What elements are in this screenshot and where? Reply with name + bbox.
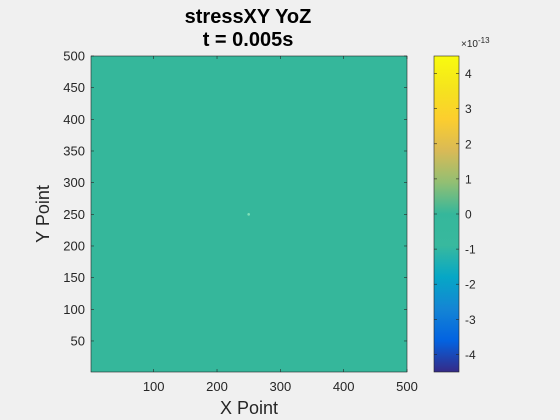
y-tick-label: 200 — [63, 238, 85, 253]
y-tick-label: 250 — [63, 207, 85, 222]
y-tick-label: 350 — [63, 143, 85, 158]
y-axis-label: Y Point — [33, 185, 53, 243]
y-tick-label: 500 — [63, 49, 85, 64]
y-tick-label: 150 — [63, 270, 85, 285]
colorbar-gradient — [433, 55, 460, 373]
y-tick-label: 400 — [63, 112, 85, 127]
colorbar-exponent: ×10-13 — [461, 36, 490, 50]
y-tick-label: 450 — [63, 80, 85, 95]
colorbar-tick-label: 4 — [465, 67, 472, 81]
center-disturbance — [247, 213, 250, 216]
x-tick-label: 300 — [269, 379, 291, 394]
colorbar-tick-label: 1 — [465, 172, 472, 186]
x-axis-ticks: 100 200 300 400 500 — [143, 56, 418, 394]
chart-title-line-1: stressXY YoZ — [185, 6, 312, 28]
x-tick-label: 400 — [333, 379, 355, 394]
colorbar: 4 3 2 1 0 -1 -2 -3 -4 ×10-13 — [433, 36, 490, 373]
colorbar-tick-label: 0 — [465, 208, 472, 222]
colorbar-tick-label: -4 — [465, 348, 476, 362]
colorbar-tick-label: -3 — [465, 313, 476, 327]
colorbar-tick-label: -1 — [465, 243, 476, 257]
y-tick-label: 50 — [71, 333, 85, 348]
colorbar-tick-label: 3 — [465, 102, 472, 116]
y-tick-label: 100 — [63, 302, 85, 317]
colorbar-tick-label: -2 — [465, 278, 476, 292]
axes-box — [90, 55, 408, 373]
x-tick-label: 500 — [396, 379, 418, 394]
chart-title-line-2: t = 0.005s — [203, 29, 294, 51]
y-axis-ticks: 50 100 150 200 250 300 350 400 450 500 — [63, 49, 407, 348]
colorbar-ticks: 4 3 2 1 0 -1 -2 -3 -4 — [434, 67, 476, 362]
x-tick-label: 200 — [206, 379, 228, 394]
x-tick-label: 100 — [143, 379, 165, 394]
y-tick-label: 300 — [63, 175, 85, 190]
colorbar-tick-label: 2 — [465, 137, 472, 151]
x-axis-label: X Point — [220, 398, 278, 418]
plot-area — [90, 55, 408, 373]
